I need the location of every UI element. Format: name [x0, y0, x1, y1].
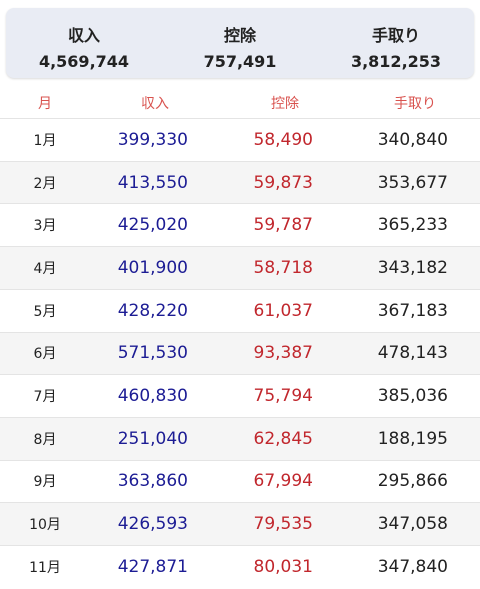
table-cell: 340,840 [377, 129, 448, 150]
table-cell: 367,183 [377, 300, 448, 321]
table-cell: 188,195 [377, 428, 448, 449]
table-row: 7月 460,830 75,794 385,036 [0, 374, 480, 417]
table-row: 10月 426,593 79,535 347,058 [0, 502, 480, 545]
table-row: 2月 413,550 59,873 353,677 [0, 160, 480, 204]
column-header: 月 [38, 96, 52, 112]
table-row: 8月 251,040 62,845 188,195 [0, 416, 480, 460]
column-header: 収入 [141, 96, 169, 112]
table-cell: 2月 [33, 175, 57, 192]
table-row: 1月 399,330 58,490 340,840 [0, 118, 480, 161]
table-cell: 295,866 [377, 471, 448, 492]
column-header: 手取り [394, 96, 436, 112]
table-cell: 1月 [33, 132, 57, 149]
table-cell: 427,871 [117, 556, 188, 577]
table-cell: 7月 [33, 389, 57, 406]
table-cell: 61,037 [253, 300, 313, 321]
table-cell: 478,143 [377, 343, 448, 364]
table-cell: 3月 [33, 218, 57, 235]
summary-value: 757,491 [203, 52, 277, 71]
summary-value: 4,569,744 [38, 52, 130, 71]
table-row: 6月 571,530 93,387 478,143 [0, 331, 480, 375]
table-cell: 460,830 [117, 386, 188, 407]
table-cell: 93,387 [253, 343, 313, 364]
table-cell: 428,220 [117, 300, 188, 321]
table-cell: 251,040 [117, 428, 188, 449]
table-cell: 385,036 [377, 386, 448, 407]
table-cell: 67,994 [253, 471, 313, 492]
table-cell: 5月 [33, 303, 57, 320]
summary-item: 収入 4,569,744 [6, 8, 162, 78]
table-cell: 6月 [33, 346, 57, 363]
column-header: 控除 [271, 96, 299, 112]
table-cell: 8月 [33, 431, 57, 448]
table-cell: 401,900 [117, 257, 188, 278]
table-row: 5月 428,220 61,037 367,183 [0, 288, 480, 332]
summary-label: 手取り [371, 26, 420, 45]
table-cell: 75,794 [253, 386, 313, 407]
summary-card: 収入 4,569,744 控除 757,491 手取り 3,812,253 [6, 8, 474, 78]
table-row: 4月 401,900 58,718 343,182 [0, 246, 480, 289]
summary-item: 手取り 3,812,253 [318, 8, 474, 78]
table-row: 9月 363,860 67,994 295,866 [0, 459, 480, 503]
table-cell: 58,490 [253, 129, 313, 150]
table-cell: 11月 [29, 559, 61, 576]
table-cell: 347,840 [377, 556, 448, 577]
summary-value: 3,812,253 [350, 52, 442, 71]
summary-label: 収入 [67, 26, 100, 45]
table-cell: 426,593 [117, 514, 188, 535]
table-cell: 365,233 [377, 215, 448, 236]
table-cell: 79,535 [253, 514, 313, 535]
table-cell: 343,182 [377, 257, 448, 278]
table-cell: 347,058 [377, 514, 448, 535]
table-cell: 363,860 [117, 471, 188, 492]
summary-item: 控除 757,491 [162, 8, 318, 78]
table-cell: 10月 [29, 517, 61, 534]
table-header: 月 収入 控除 手取り [0, 88, 480, 118]
table-cell: 58,718 [253, 257, 313, 278]
table-row: 3月 425,020 59,787 365,233 [0, 203, 480, 246]
table-cell: 425,020 [117, 215, 188, 236]
table-row: 11月 427,871 80,031 347,840 [0, 545, 480, 588]
table-cell: 80,031 [253, 556, 313, 577]
table-cell: 59,873 [253, 172, 313, 193]
table-cell: 413,550 [117, 172, 188, 193]
table-cell: 9月 [33, 474, 57, 491]
summary-label: 控除 [223, 26, 256, 45]
table-cell: 399,330 [117, 129, 188, 150]
table-cell: 571,530 [117, 343, 188, 364]
table-cell: 62,845 [253, 428, 313, 449]
table-cell: 353,677 [377, 172, 448, 193]
table-cell: 4月 [33, 260, 57, 277]
table-cell: 59,787 [253, 215, 313, 236]
